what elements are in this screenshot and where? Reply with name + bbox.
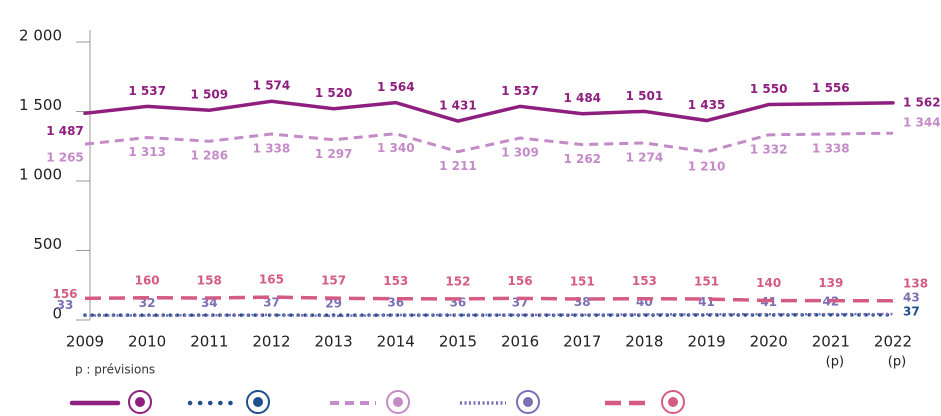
value-label: 160 <box>135 273 160 287</box>
value-label: 153 <box>383 274 408 288</box>
value-label: 1 501 <box>626 89 664 103</box>
x-tick-label: 2022 <box>874 333 912 351</box>
x-tick-label: 2014 <box>377 333 415 351</box>
value-label: 153 <box>632 274 657 288</box>
x-tick-label: 2020 <box>750 333 788 351</box>
value-label: 1 550 <box>750 82 788 96</box>
value-label: 1 564 <box>377 80 415 94</box>
legend-item <box>187 390 270 414</box>
value-label: 1 520 <box>315 86 353 100</box>
value-label: 1 484 <box>563 91 601 105</box>
value-label: 1 344 <box>903 116 941 130</box>
value-label: 1 210 <box>688 159 726 173</box>
x-tick-label: 2018 <box>625 333 663 351</box>
value-label: 1 340 <box>377 141 415 155</box>
value-label: 41 <box>698 295 715 309</box>
value-label: 1 509 <box>191 88 229 102</box>
value-label: 1 338 <box>253 142 291 156</box>
legend-icon-core <box>135 397 145 407</box>
value-label: 157 <box>321 274 346 288</box>
value-label: 139 <box>818 276 843 290</box>
legend-icon-core <box>253 397 263 407</box>
value-label: 1 286 <box>191 149 229 163</box>
value-label: 165 <box>259 273 284 287</box>
value-label: 1 537 <box>128 84 166 98</box>
value-label: 1 309 <box>501 146 539 160</box>
value-label: 43 <box>903 291 920 305</box>
legend-item <box>605 390 685 414</box>
x-tick-label: 2017 <box>563 333 601 351</box>
value-label: 1 265 <box>46 151 84 165</box>
series-line <box>84 131 894 154</box>
note: p : prévisions <box>75 363 155 377</box>
legend-item <box>330 390 410 414</box>
x-tick-label: 2019 <box>687 333 725 351</box>
legend-icon-core <box>523 397 533 407</box>
value-label: 151 <box>694 275 719 289</box>
value-label: 1 537 <box>501 84 539 98</box>
value-label: 1 487 <box>46 124 84 138</box>
x-tick-label: 2016 <box>501 333 539 351</box>
value-label: 1 313 <box>128 145 166 159</box>
legend-icon-core <box>393 397 403 407</box>
value-label: 1 431 <box>439 99 477 113</box>
x-tick-label: 2013 <box>315 333 353 351</box>
x-sublabel: (p) <box>826 355 844 370</box>
value-label: 151 <box>570 275 595 289</box>
value-label: 138 <box>903 276 928 290</box>
x-tick-label: 2009 <box>66 333 104 351</box>
legend-item <box>69 390 152 414</box>
value-label: 1 574 <box>253 79 291 93</box>
x-tick-label: 2012 <box>252 333 290 351</box>
value-label: 1 562 <box>903 95 941 109</box>
value-label: 1 556 <box>812 81 850 95</box>
y-tick-label: 500 <box>33 235 62 253</box>
y-tick-label: 1 500 <box>19 96 62 114</box>
value-label: 1 332 <box>750 142 788 156</box>
series-line <box>84 295 894 303</box>
value-label: 1 297 <box>315 147 353 161</box>
value-label: 33 <box>57 298 74 312</box>
value-label: 1 338 <box>812 142 850 156</box>
series-line <box>83 99 895 123</box>
legend-item <box>460 390 540 414</box>
value-label: 158 <box>197 274 222 288</box>
value-label: 1 435 <box>688 98 726 112</box>
value-label: 140 <box>756 276 781 290</box>
y-tick-label: 1 000 <box>19 166 62 184</box>
value-label: 32 <box>139 296 156 310</box>
legend-icon-core <box>668 397 678 407</box>
x-sublabel: (p) <box>888 355 906 370</box>
y-tick-label: 2 000 <box>19 27 62 45</box>
value-label: 1 211 <box>439 159 477 173</box>
value-label: 1 262 <box>563 152 601 166</box>
x-tick-label: 2021 <box>812 333 850 351</box>
y-tick-label: 0 <box>52 305 62 323</box>
x-tick-label: 2010 <box>128 333 166 351</box>
value-label: 29 <box>325 296 342 310</box>
value-label: 1 274 <box>626 150 664 164</box>
x-tick-label: 2011 <box>190 333 228 351</box>
value-label: 152 <box>445 274 470 288</box>
x-tick-label: 2015 <box>439 333 477 351</box>
value-label: 37 <box>903 304 920 318</box>
value-label: 156 <box>508 274 533 288</box>
value-label: 156 <box>52 287 77 301</box>
